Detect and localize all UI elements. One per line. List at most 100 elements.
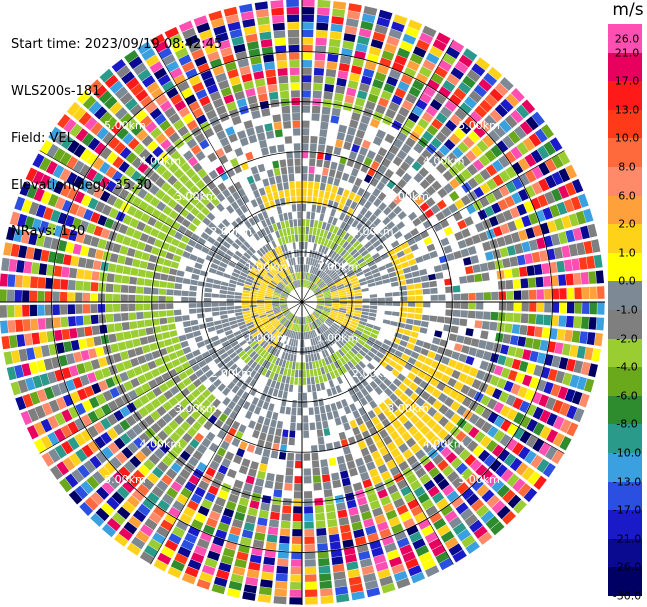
velocity-gate: [107, 442, 120, 455]
velocity-gate: [432, 411, 443, 422]
velocity-gate: [211, 583, 226, 595]
velocity-gate: [450, 401, 461, 412]
velocity-gate: [105, 313, 114, 323]
velocity-gate: [422, 341, 432, 350]
velocity-gate: [240, 244, 248, 252]
velocity-gate: [596, 317, 605, 331]
velocity-gate: [329, 465, 339, 474]
velocity-gate: [140, 213, 151, 223]
velocity-gate: [244, 316, 252, 321]
velocity-gate: [259, 31, 272, 41]
velocity-gate: [185, 68, 198, 80]
velocity-gate: [277, 459, 286, 468]
velocity-gate: [341, 531, 353, 541]
velocity-gate: [1, 257, 10, 272]
velocity-gate: [339, 326, 347, 333]
velocity-gate: [201, 206, 210, 216]
velocity-gate: [484, 114, 497, 128]
velocity-gate: [23, 261, 33, 274]
velocity-gate: [429, 45, 444, 58]
velocity-gate: [102, 390, 113, 402]
velocity-gate: [111, 170, 123, 183]
velocity-gate: [105, 304, 113, 313]
velocity-gate: [559, 436, 572, 451]
velocity-gate: [370, 298, 378, 302]
velocity-gate: [359, 558, 373, 568]
velocity-gate: [276, 182, 284, 191]
velocity-gate: [346, 291, 354, 295]
velocity-gate: [155, 189, 166, 200]
velocity-gate: [284, 352, 289, 361]
velocity-gate: [222, 241, 231, 249]
velocity-gate: [426, 243, 436, 252]
velocity-gate: [82, 292, 91, 302]
velocity-gate: [457, 267, 466, 276]
velocity-gate: [157, 74, 171, 86]
velocity-gate: [182, 432, 193, 443]
velocity-gate: [323, 365, 329, 374]
velocity-gate: [290, 189, 296, 197]
velocity-gate: [356, 372, 364, 381]
velocity-gate: [204, 356, 214, 364]
velocity-gate: [466, 473, 479, 486]
velocity-gate: [431, 180, 442, 191]
velocity-gate: [597, 302, 605, 315]
velocity-gate: [275, 323, 282, 330]
velocity-gate: [317, 7, 330, 16]
velocity-gate: [184, 202, 194, 212]
velocity-gate: [296, 423, 302, 431]
velocity-gate: [132, 469, 145, 482]
velocity-gate: [268, 259, 275, 267]
velocity-gate: [535, 314, 544, 325]
velocity-gate: [525, 169, 537, 183]
velocity-gate: [287, 166, 294, 174]
velocity-gate: [133, 143, 145, 155]
velocity-gate: [400, 226, 409, 235]
velocity-gate: [83, 460, 96, 474]
velocity-gate: [273, 291, 281, 295]
velocity-gate: [215, 270, 224, 277]
velocity-gate: [292, 242, 296, 250]
velocity-gate: [197, 318, 206, 324]
colorbar-tick-label: 13.0: [614, 103, 640, 117]
velocity-gate: [347, 246, 355, 254]
velocity-gate: [258, 93, 268, 102]
velocity-gate: [445, 309, 453, 317]
velocity-gate: [239, 65, 251, 76]
velocity-gate: [432, 39, 447, 52]
velocity-gate: [194, 227, 204, 236]
velocity-gate: [313, 259, 318, 267]
velocity-gate: [243, 287, 251, 291]
velocity-gate: [150, 368, 161, 378]
velocity-gate: [268, 283, 276, 289]
velocity-gate: [420, 348, 429, 356]
velocity-gate: [438, 404, 449, 415]
velocity-gate: [335, 341, 343, 349]
radial-grid-line: [39, 150, 303, 303]
velocity-gate: [100, 502, 115, 516]
range-ring-label: 5.00km: [104, 473, 146, 486]
velocity-gate: [310, 430, 317, 438]
velocity-gate: [195, 132, 206, 144]
velocity-gate: [274, 381, 281, 390]
velocity-gate: [59, 168, 71, 182]
velocity-gate: [280, 295, 288, 299]
velocity-gate: [123, 380, 134, 392]
velocity-gate: [287, 391, 293, 400]
velocity-gate: [183, 150, 194, 161]
velocity-gate: [125, 77, 140, 91]
velocity-gate: [171, 40, 186, 53]
velocity-gate: [324, 304, 332, 307]
velocity-gate: [137, 269, 147, 278]
velocity-gate: [333, 393, 340, 403]
velocity-gate: [231, 518, 244, 529]
velocity-gate: [86, 153, 99, 166]
velocity-gate: [318, 565, 331, 574]
velocity-gate: [345, 288, 354, 293]
velocity-gate: [410, 366, 420, 375]
velocity-gate: [68, 229, 78, 242]
velocity-gate: [315, 421, 323, 430]
velocity-gate: [249, 554, 262, 564]
velocity-gate: [464, 237, 474, 247]
velocity-gate: [33, 346, 43, 359]
